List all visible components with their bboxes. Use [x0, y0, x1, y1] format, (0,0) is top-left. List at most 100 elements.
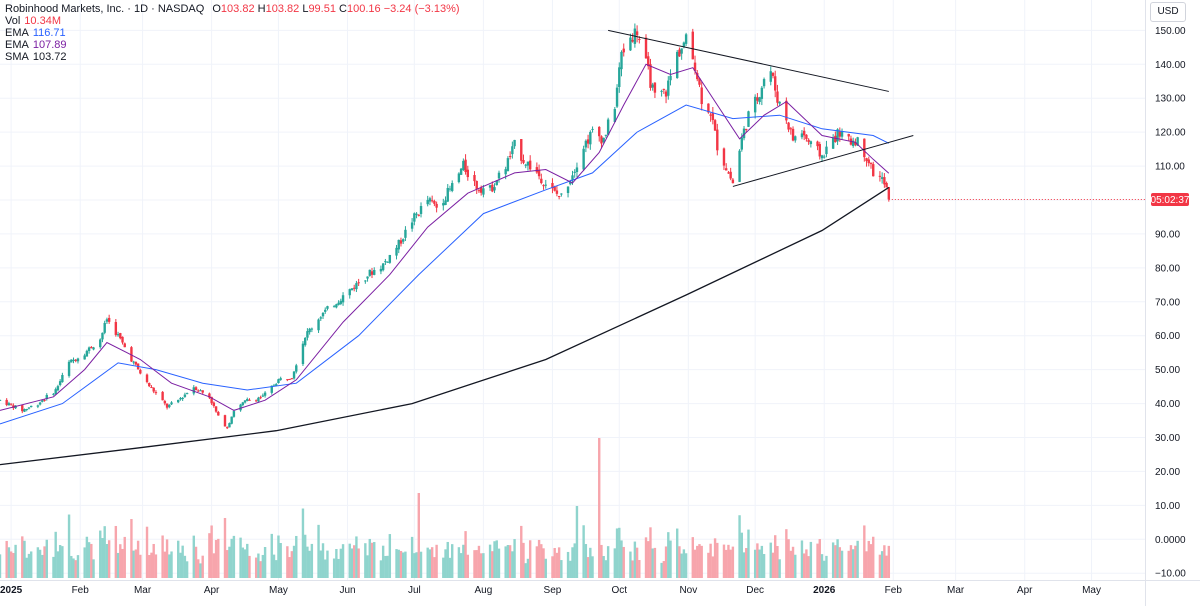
volume-bar [696, 545, 699, 578]
candle-body [373, 269, 376, 275]
volume-bar [165, 539, 169, 578]
volume-bar [148, 555, 151, 578]
candle-body [491, 184, 494, 192]
time-tick-label: Apr [1017, 585, 1033, 596]
candle-body [54, 389, 57, 395]
volume-bar [27, 553, 31, 578]
legend-ema-fast-row[interactable]: EMA 116.71 [5, 27, 460, 39]
candle-body [867, 159, 870, 164]
volume-bar [36, 547, 40, 578]
currency-button[interactable]: USD [1150, 2, 1186, 22]
candle-body [404, 229, 407, 238]
volume-bar [350, 548, 354, 578]
candle-body [161, 391, 164, 401]
time-tick-label: Feb [885, 585, 903, 596]
last-price-label: 05:02:37 [1151, 192, 1190, 206]
legend-sma-row[interactable]: SMA 103.72 [5, 51, 460, 63]
candle-body [279, 378, 282, 380]
price-tick-label: 150.00 [1155, 26, 1186, 37]
volume-bar [633, 541, 637, 578]
volume-bar [185, 561, 189, 578]
candle-body [586, 139, 590, 144]
candle-body [709, 114, 712, 116]
candle-body [132, 361, 135, 363]
volume-bar [341, 544, 345, 578]
volume-bar [241, 547, 245, 578]
volume-bar [366, 555, 369, 578]
volume-bar [851, 549, 855, 578]
candle-body [308, 328, 311, 333]
volume-bar [123, 536, 126, 578]
last-price-box [1151, 192, 1189, 206]
candle-body [742, 128, 746, 139]
volume-bar [707, 552, 710, 578]
candle-body [667, 80, 670, 96]
legend-volume-row[interactable]: Vol 10.34M [5, 15, 460, 27]
trendlines[interactable] [608, 29, 914, 187]
volume-bar [682, 549, 686, 578]
candle-body [292, 371, 296, 379]
candle-body [197, 390, 200, 392]
volume-bar [370, 542, 374, 578]
volume-bar [25, 557, 28, 578]
trendline [608, 29, 889, 92]
candle-body [208, 393, 211, 398]
volume-bar [495, 540, 498, 578]
candle-body [869, 163, 873, 165]
volume-bar [243, 549, 247, 578]
volume-bar [417, 493, 420, 578]
volume-bar [248, 555, 251, 578]
volume-bar [584, 544, 588, 578]
price-tick-label: 30.00 [1155, 433, 1180, 444]
time-tick-label: Feb [72, 585, 90, 596]
volume-bar [92, 559, 95, 578]
candle-body [23, 409, 26, 412]
ema-label: EMA [5, 39, 29, 51]
price-tick-label: 130.00 [1155, 94, 1186, 105]
volume-bar [286, 546, 289, 578]
candle-body [67, 361, 71, 376]
volume-bar [818, 539, 821, 578]
legend-ema-slow-row[interactable]: EMA 107.89 [5, 39, 460, 51]
candle-body [163, 401, 167, 404]
candle-body [551, 183, 554, 189]
volume-bar [488, 544, 492, 578]
volume-bar [154, 554, 158, 578]
volume-bar [61, 546, 64, 578]
candle-body [638, 38, 641, 40]
volume-bar [791, 546, 795, 578]
volume-bar [662, 561, 666, 578]
volume-bar [9, 551, 13, 578]
time-tick-label: Mar [947, 585, 965, 596]
volume-bar [373, 542, 376, 578]
volume-bar [713, 538, 717, 578]
volume-bar [769, 542, 772, 578]
volume-bar [326, 550, 329, 578]
volume-bar [462, 544, 465, 578]
time-axis[interactable]: 2025 Feb Mar Apr May Jun Jul Aug Sep Oct Nov Dec 202… [0, 580, 1200, 597]
volume-bar [107, 540, 111, 578]
candle-body [444, 200, 447, 206]
candle-body [74, 359, 77, 361]
price-axis[interactable]: 150.00140.00130.00120.00110.00100.0090.0… [1145, 0, 1187, 606]
volume-bar [12, 552, 15, 578]
volume-bar [459, 553, 463, 578]
volume-bar [582, 525, 585, 578]
volume-bar [883, 545, 886, 578]
candle-body [29, 405, 33, 408]
candle-body [887, 187, 891, 200]
countdown-text: 05:02:37 [1151, 195, 1190, 206]
legend-ohlc-row[interactable]: Robinhood Markets, Inc. · 1D · NASDAQ O1… [5, 3, 460, 15]
candle-body [495, 180, 498, 186]
volume-bar [217, 538, 220, 578]
candle-body [417, 214, 420, 216]
ema-value: 116.71 [32, 27, 66, 39]
candle-body [85, 350, 89, 357]
volume-bar [613, 548, 617, 578]
candle-body [851, 140, 855, 146]
candle-body [620, 51, 623, 70]
volume-bar [121, 548, 124, 578]
volume-bar [823, 560, 826, 578]
volume-bar [854, 545, 857, 578]
